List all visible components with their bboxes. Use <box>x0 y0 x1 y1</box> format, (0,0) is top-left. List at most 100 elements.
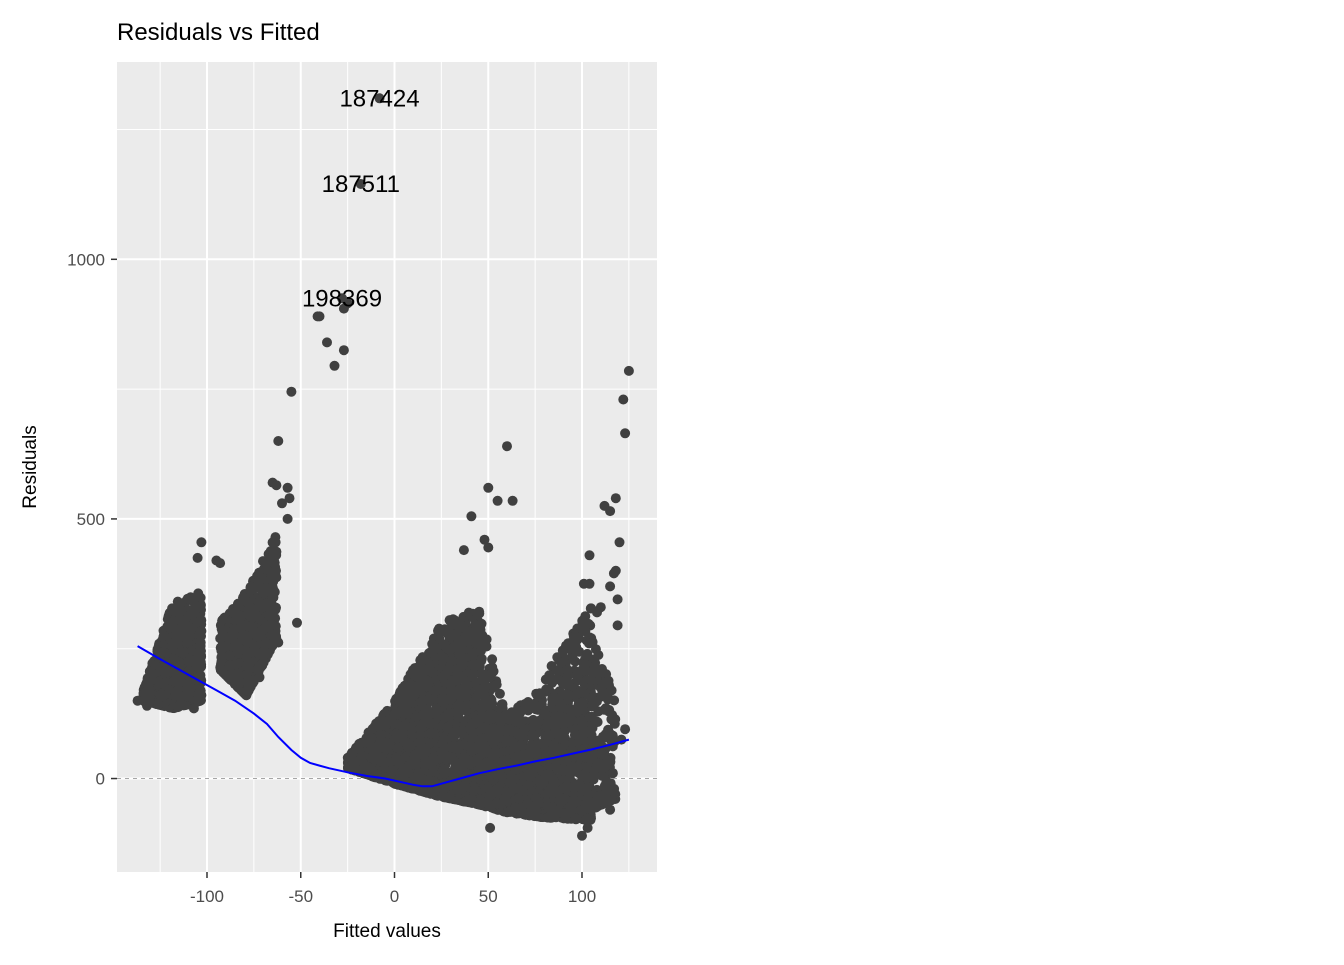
data-point <box>267 607 277 617</box>
data-point <box>530 730 540 740</box>
data-point <box>414 680 424 690</box>
data-point <box>447 618 457 628</box>
data-point <box>260 584 270 594</box>
data-point <box>532 740 542 750</box>
data-point <box>218 667 228 677</box>
data-point <box>176 647 186 657</box>
data-point <box>487 751 497 761</box>
data-point <box>487 654 497 664</box>
data-point <box>445 645 455 655</box>
data-point <box>217 624 227 634</box>
data-point <box>474 623 484 633</box>
data-point <box>245 612 255 622</box>
data-point <box>492 680 502 690</box>
data-point <box>270 532 280 542</box>
data-point <box>262 564 272 574</box>
data-point <box>406 697 416 707</box>
data-point <box>507 707 517 717</box>
data-point <box>254 597 264 607</box>
data-point <box>485 709 495 719</box>
data-point <box>270 551 280 561</box>
data-point <box>487 699 497 709</box>
data-point <box>249 641 259 651</box>
data-point <box>474 607 484 617</box>
data-point <box>479 640 489 650</box>
data-point <box>391 753 401 763</box>
data-point <box>169 616 179 626</box>
data-point <box>355 754 365 764</box>
data-point <box>440 769 450 779</box>
data-point <box>423 664 433 674</box>
data-point <box>400 736 410 746</box>
data-point <box>474 715 484 725</box>
data-point <box>415 768 425 778</box>
data-point <box>159 631 169 641</box>
data-point <box>246 621 256 631</box>
data-point <box>400 720 410 730</box>
data-point <box>461 680 471 690</box>
data-point <box>196 615 206 625</box>
data-point <box>416 736 426 746</box>
data-point <box>182 679 192 689</box>
data-point <box>531 689 541 699</box>
data-point <box>248 584 258 594</box>
data-point <box>424 694 434 704</box>
data-point <box>403 767 413 777</box>
data-point <box>413 662 423 672</box>
data-point <box>418 718 428 728</box>
data-point <box>371 721 381 731</box>
data-point <box>452 726 462 736</box>
data-point <box>370 770 380 780</box>
data-point <box>407 756 417 766</box>
data-point <box>147 668 157 678</box>
data-point <box>444 792 454 802</box>
data-point <box>230 607 240 617</box>
data-point <box>476 760 486 770</box>
data-point <box>454 700 464 710</box>
data-point <box>142 688 152 698</box>
data-point <box>489 733 499 743</box>
data-point <box>438 693 448 703</box>
data-point <box>254 614 264 624</box>
data-point <box>513 793 523 803</box>
data-point <box>193 648 203 658</box>
data-point <box>476 795 486 805</box>
data-point <box>443 629 453 639</box>
data-point <box>375 735 385 745</box>
data-point <box>524 780 534 790</box>
data-point <box>426 728 436 738</box>
data-point <box>458 783 468 793</box>
data-point <box>477 654 487 664</box>
data-point <box>244 677 254 687</box>
data-point <box>177 606 187 616</box>
data-point <box>450 763 460 773</box>
data-point <box>526 768 536 778</box>
data-point <box>224 650 234 660</box>
data-point <box>229 625 239 635</box>
data-point <box>523 706 533 716</box>
data-point <box>458 635 468 645</box>
data-point <box>510 802 520 812</box>
data-point <box>267 620 277 630</box>
data-point <box>143 677 153 687</box>
data-point <box>464 608 474 618</box>
data-point <box>183 657 193 667</box>
data-point <box>369 754 379 764</box>
data-point <box>442 723 452 733</box>
data-point <box>175 693 185 703</box>
data-point <box>156 678 166 688</box>
data-point <box>477 704 487 714</box>
data-point <box>390 709 400 719</box>
data-point <box>171 636 181 646</box>
data-point <box>196 631 206 641</box>
data-point <box>503 724 513 734</box>
data-point <box>424 775 434 785</box>
data-point <box>183 594 193 604</box>
data-point <box>526 801 536 811</box>
data-point <box>487 668 497 678</box>
data-point <box>221 641 231 651</box>
data-point <box>439 713 449 723</box>
data-point <box>158 692 168 702</box>
